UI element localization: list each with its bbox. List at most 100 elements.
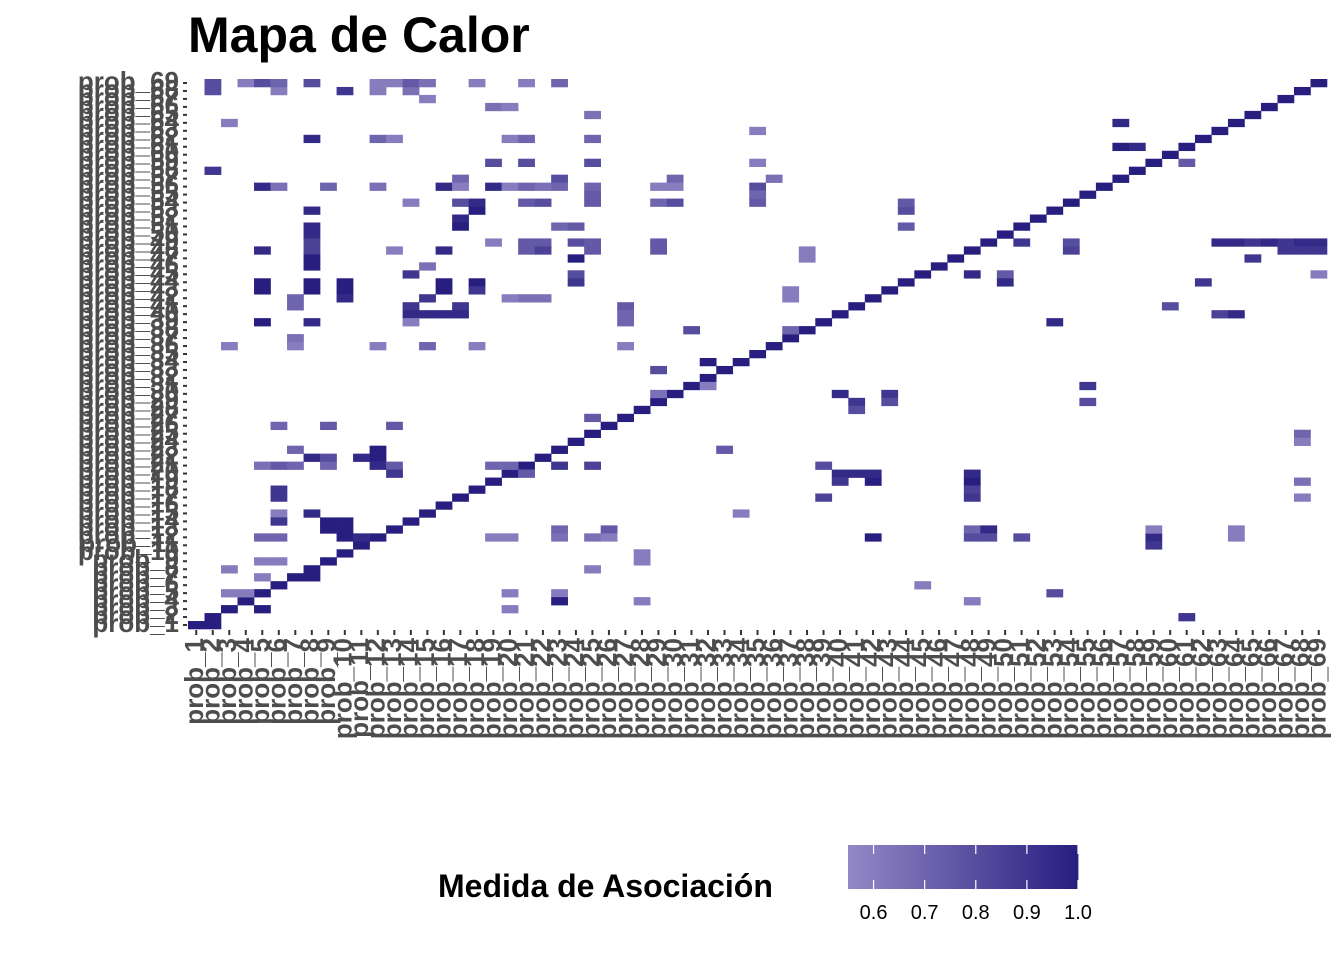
heatmap-cell: [204, 86, 222, 96]
heatmap-cell: [452, 214, 469, 223]
heatmap-cell: [963, 485, 981, 494]
heatmap-cell: [254, 182, 271, 191]
heatmap-cell: [221, 605, 238, 614]
heatmap-cell: [699, 381, 717, 391]
heatmap-cell: [204, 166, 222, 175]
heatmap-cell: [303, 238, 321, 247]
heatmap-cell: [452, 310, 469, 319]
heatmap-cell: [1194, 278, 1212, 287]
heatmap-cell: [534, 246, 552, 255]
heatmap-cell: [1112, 174, 1130, 183]
heatmap-cell: [584, 246, 601, 255]
heatmap-cell: [551, 174, 568, 183]
heatmap-cell: [254, 573, 271, 582]
legend-gradient-segment: [851, 845, 857, 889]
heatmap-cell: [402, 517, 420, 526]
heatmap-cell: [468, 342, 486, 351]
x-tick-label: prob_30: [658, 638, 688, 739]
heatmap-cell: [848, 405, 866, 415]
x-tick-label: prob_42: [856, 638, 886, 739]
heatmap-cell: [584, 533, 601, 542]
x-tick-label: prob_45: [905, 638, 935, 739]
heatmap-cell: [749, 158, 767, 167]
heatmap-cell: [749, 182, 767, 191]
x-tick-label: prob_54: [1054, 637, 1084, 739]
x-tick-label: prob_67: [1269, 638, 1299, 739]
heatmap-cell: [270, 86, 288, 96]
heatmap-cell: [501, 134, 519, 144]
x-tick-label: prob_57: [1104, 638, 1134, 739]
heatmap-cell: [1062, 238, 1080, 247]
heatmap-cell: [551, 533, 568, 542]
heatmap-cell: [1293, 493, 1311, 502]
heatmap-cell: [402, 318, 420, 327]
x-tick-label: prob_18: [460, 638, 490, 739]
y-tick-label: prob_41: [78, 289, 179, 319]
y-tick-label: prob_6: [92, 568, 179, 598]
y-tick-label: prob_9: [92, 544, 179, 574]
heatmap-cell: [188, 621, 205, 630]
heatmap-cell: [287, 342, 304, 351]
x-tick-label: prob_61: [1170, 638, 1200, 739]
legend-gradient-segment: [1070, 845, 1075, 889]
heatmap-cell: [1112, 142, 1130, 152]
x-tick-label: prob_20: [493, 638, 523, 739]
heatmap-cell: [897, 206, 915, 215]
heatmap-cell: [320, 517, 337, 526]
y-tick-label: prob_39: [78, 305, 179, 335]
y-tick-label: prob_27: [78, 401, 179, 431]
x-tick-label: prob_32: [691, 638, 721, 739]
heatmap-cell: [485, 461, 502, 470]
heatmap-cell: [584, 565, 601, 574]
x-tick-label: prob_63: [1203, 638, 1233, 739]
heatmap-cell: [650, 182, 668, 191]
heatmap-cell: [468, 198, 486, 207]
y-tick-label: prob_12: [78, 520, 179, 550]
heatmap-cell: [303, 278, 321, 287]
y-tick-label: prob_61: [78, 130, 179, 160]
heatmap-cell: [518, 461, 535, 470]
x-tick-label: prob_48: [955, 638, 985, 739]
heatmap-cell: [782, 286, 800, 295]
legend-gradient-segment: [913, 845, 918, 889]
heatmap-cell: [699, 357, 717, 367]
heatmap-cell: [617, 413, 634, 423]
y-tick-label: prob_38: [78, 313, 179, 343]
heatmap-cell: [584, 110, 601, 120]
heatmap-cell: [815, 493, 833, 502]
heatmap-cell: [534, 238, 552, 247]
heatmap-cell: [1128, 142, 1146, 152]
legend-gradient-segment: [1047, 845, 1052, 889]
legend-gradient-segment: [1009, 845, 1014, 889]
x-tick-label: prob_34: [724, 637, 754, 739]
heatmap-cell: [386, 79, 403, 88]
heatmap-cell: [980, 238, 998, 247]
heatmap-cell: [254, 318, 271, 327]
legend-gradient-segment: [993, 845, 998, 889]
heatmap-cell: [551, 525, 568, 534]
heatmap-cell: [1046, 206, 1064, 215]
heatmap-cell: [650, 397, 668, 407]
x-tick-label: prob_49: [971, 638, 1001, 739]
heatmap-cell: [831, 477, 849, 486]
heatmap-cell: [1277, 246, 1295, 255]
x-tick-label: prob_41: [839, 638, 869, 739]
y-tick-label: prob_40: [78, 297, 179, 327]
heatmap-cell: [369, 461, 387, 470]
heatmap-cell: [303, 509, 321, 518]
heatmap-cell: [567, 238, 585, 247]
heatmap-cell: [963, 525, 981, 534]
heatmap-cell: [270, 557, 288, 566]
heatmap-cell: [303, 262, 321, 271]
legend-gradient-segment: [959, 845, 964, 889]
heatmap-cell: [1013, 533, 1031, 542]
heatmap-cell: [303, 318, 321, 327]
heatmap-cell: [1310, 270, 1328, 279]
heatmap-cell: [633, 597, 651, 606]
heatmap-cell: [864, 469, 882, 478]
heatmap-cell: [864, 294, 882, 303]
y-tick-label: prob_19: [78, 464, 179, 494]
heatmap-cell: [237, 597, 255, 606]
heatmap-cell: [402, 270, 420, 279]
heatmap-cell: [1293, 429, 1311, 438]
